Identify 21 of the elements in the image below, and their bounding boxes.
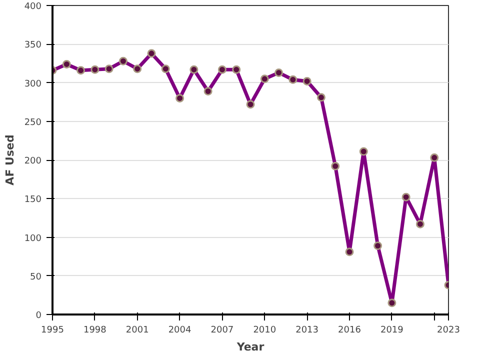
x-tick-label: 2001: [126, 326, 149, 336]
y-tick-label: 200: [24, 156, 42, 166]
y-tick-label: 100: [24, 234, 42, 244]
x-axis-title: Year: [236, 340, 265, 354]
y-tick-label: 150: [24, 195, 42, 206]
x-tick-label: 2023: [437, 326, 460, 336]
x-tick-label: 2019: [380, 326, 404, 336]
x-tick-label: 2013: [296, 326, 319, 336]
y-tick-label: 300: [24, 79, 42, 90]
y-tick-label: 350: [24, 40, 42, 51]
x-tick-label: 2016: [338, 326, 362, 336]
x-tick-label: 2004: [168, 326, 192, 336]
y-tick-label: 250: [24, 118, 42, 128]
x-tick-label: 2007: [210, 326, 234, 336]
x-tick-label: 1998: [83, 326, 107, 336]
y-tick-label: 400: [24, 2, 42, 12]
y-axis-title: AF Used: [3, 134, 16, 186]
x-tick-label: 2010: [253, 326, 276, 336]
y-tick-label: 0: [36, 311, 42, 321]
y-tick-label: 50: [30, 272, 42, 282]
x-tick-label: 1995: [41, 326, 64, 336]
